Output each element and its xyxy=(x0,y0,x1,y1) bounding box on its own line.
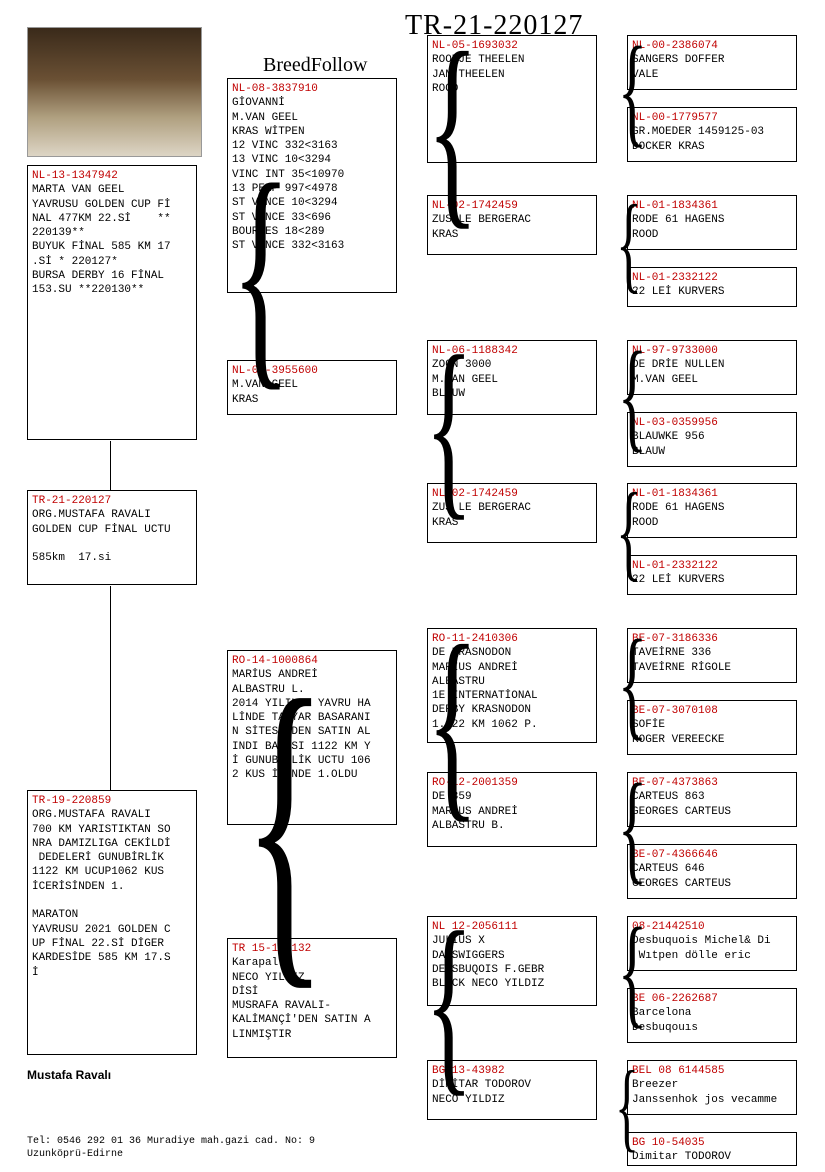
brace-connector: { xyxy=(618,777,648,900)
pedigree-box-gen4: NL-01-1834361RODE 61 HAGENS ROOD xyxy=(627,195,797,250)
pedigree-text: ORG.MUSTAFA RAVALI GOLDEN CUP FİNAL UCTU… xyxy=(32,508,192,565)
pedigree-text: RODE 61 HAGENS ROOD xyxy=(632,501,792,530)
pedigree-text: ORG.MUSTAFA RAVALI 700 KM YARISTIKTAN SO… xyxy=(32,808,192,980)
pedigree-text: Breezer Janssenhok jos vecamme xyxy=(632,1078,792,1107)
pedigree-box-gen4: NL-01-1834361RODE 61 HAGENS ROOD xyxy=(627,483,797,538)
brand-label: BreedFollow xyxy=(263,52,367,78)
pedigree-box-gen4: BE-07-4373863CARTEUS 863 GEORGES CARTEUS xyxy=(627,772,797,827)
ring-number: NL-03-0359956 xyxy=(632,416,792,430)
pedigree-text: CARTEUS 863 GEORGES CARTEUS xyxy=(632,790,792,819)
brace-connector: { xyxy=(427,40,479,255)
brace-connector: { xyxy=(616,488,642,596)
pedigree-text: 22 LEİ KURVERS xyxy=(632,285,792,299)
ring-number: BE-07-3070108 xyxy=(632,704,792,718)
pedigree-text: Dimitar TODOROV Mother of 2.as xyxy=(632,1150,792,1166)
brace-connector: { xyxy=(425,345,473,545)
pedigree-box-gen1: TR-21-220127ORG.MUSTAFA RAVALI GOLDEN CU… xyxy=(27,490,197,585)
ring-number: NL-01-2332122 xyxy=(632,559,792,573)
brace-connector: { xyxy=(618,345,648,468)
pedigree-text: TAVEİRNE 336 TAVEİRNE RİGOLE xyxy=(632,646,792,675)
pedigree-text: MARTA VAN GEEL YAVRUSU GOLDEN CUP Fİ NAL… xyxy=(32,183,192,297)
pedigree-box-gen4: NL-01-233212222 LEİ KURVERS xyxy=(627,555,797,595)
brace-connector: { xyxy=(427,633,479,848)
pedigree-box-gen4: NL-97-9733000DE DRİE NULLEN M.VAN GEEL xyxy=(627,340,797,395)
ring-number: BE-07-4366646 xyxy=(632,848,792,862)
brace-connector: { xyxy=(618,40,648,163)
pedigree-box-gen4: NL-00-1779577GR.MOEDER 1459125-03 DOCKER… xyxy=(627,107,797,162)
pedigree-text: GR.MOEDER 1459125-03 DOCKER KRAS xyxy=(632,125,792,154)
pedigree-box-gen4: BE-07-4366646CARTEUS 646 GEORGES CARTEUS xyxy=(627,844,797,899)
pedigree-text: Desbuquois Michel& Di Wıtpen dölle eric xyxy=(632,934,792,963)
brace-connector: { xyxy=(615,1065,639,1165)
pedigree-box-gen4: BE 06-2262687Barcelona Desbuqouıs xyxy=(627,988,797,1043)
ring-number: 08-21442510 xyxy=(632,920,792,934)
pedigree-text: 22 LEİ KURVERS xyxy=(632,573,792,587)
pedigree-text: Barcelona Desbuqouıs xyxy=(632,1006,792,1035)
pedigree-box-gen4: NL-00-2386074SANGERS DOFFER VALE xyxy=(627,35,797,90)
pedigree-box-gen1: NL-13-1347942MARTA VAN GEEL YAVRUSU GOLD… xyxy=(27,165,197,440)
connector-line xyxy=(110,586,111,790)
ring-number: BE-07-4373863 xyxy=(632,776,792,790)
pedigree-box-gen4: BE-07-3186336TAVEİRNE 336 TAVEİRNE RİGOL… xyxy=(627,628,797,683)
pedigree-text: DE DRİE NULLEN M.VAN GEEL xyxy=(632,358,792,387)
ring-number: BE-07-3186336 xyxy=(632,632,792,646)
ring-number: NL-00-1779577 xyxy=(632,111,792,125)
ring-number: NL-01-1834361 xyxy=(632,199,792,213)
pedigree-box-gen4: NL-01-233212222 LEİ KURVERS xyxy=(627,267,797,307)
pedigree-text: SANGERS DOFFER VALE xyxy=(632,53,792,82)
ring-number: TR-21-220127 xyxy=(32,494,192,508)
brace-connector: { xyxy=(425,921,473,1121)
brace-connector: { xyxy=(243,680,327,1030)
ring-number: TR-19-220859 xyxy=(32,794,192,808)
ring-number: BG 10-54035 xyxy=(632,1136,792,1150)
pedigree-text: SOFİE ROGER VEREECKE xyxy=(632,718,792,747)
ring-number: NL-97-9733000 xyxy=(632,344,792,358)
pedigree-box-gen1: TR-19-220859ORG.MUSTAFA RAVALI 700 KM YA… xyxy=(27,790,197,1055)
ring-number: BE 06-2262687 xyxy=(632,992,792,1006)
owner-name: Mustafa Ravalı xyxy=(27,1068,111,1084)
brace-connector: { xyxy=(618,921,648,1044)
pedigree-box-gen4: BEL 08 6144585Breezer Janssenhok jos vec… xyxy=(627,1060,797,1115)
pedigree-text: BLAUWKE 956 BLAUW xyxy=(632,430,792,459)
brace-connector: { xyxy=(616,200,642,308)
footer-contact: Tel: 0546 292 01 36 Muradiye mah.gazi ca… xyxy=(27,1135,315,1161)
ring-number: NL-01-1834361 xyxy=(632,487,792,501)
pedigree-text: CARTEUS 646 GEORGES CARTEUS xyxy=(632,862,792,891)
owner-photo xyxy=(27,27,202,157)
ring-number: NL-08-3837910 xyxy=(232,82,392,96)
pedigree-box-gen4: BE-07-3070108SOFİE ROGER VEREECKE xyxy=(627,700,797,755)
brace-connector: { xyxy=(618,633,648,756)
ring-number: NL-13-1347942 xyxy=(32,169,192,183)
pedigree-box-gen4: BG 10-54035Dimitar TODOROV Mother of 2.a… xyxy=(627,1132,797,1166)
connector-line xyxy=(110,441,111,490)
ring-number: NL-01-2332122 xyxy=(632,271,792,285)
ring-number: BEL 08 6144585 xyxy=(632,1064,792,1078)
pedigree-box-gen4: NL-03-0359956BLAUWKE 956 BLAUW xyxy=(627,412,797,467)
brace-connector: { xyxy=(231,170,291,420)
pedigree-box-gen4: 08-21442510Desbuquois Michel& Di Wıtpen … xyxy=(627,916,797,971)
ring-number: NL-00-2386074 xyxy=(632,39,792,53)
pedigree-text: RODE 61 HAGENS ROOD xyxy=(632,213,792,242)
